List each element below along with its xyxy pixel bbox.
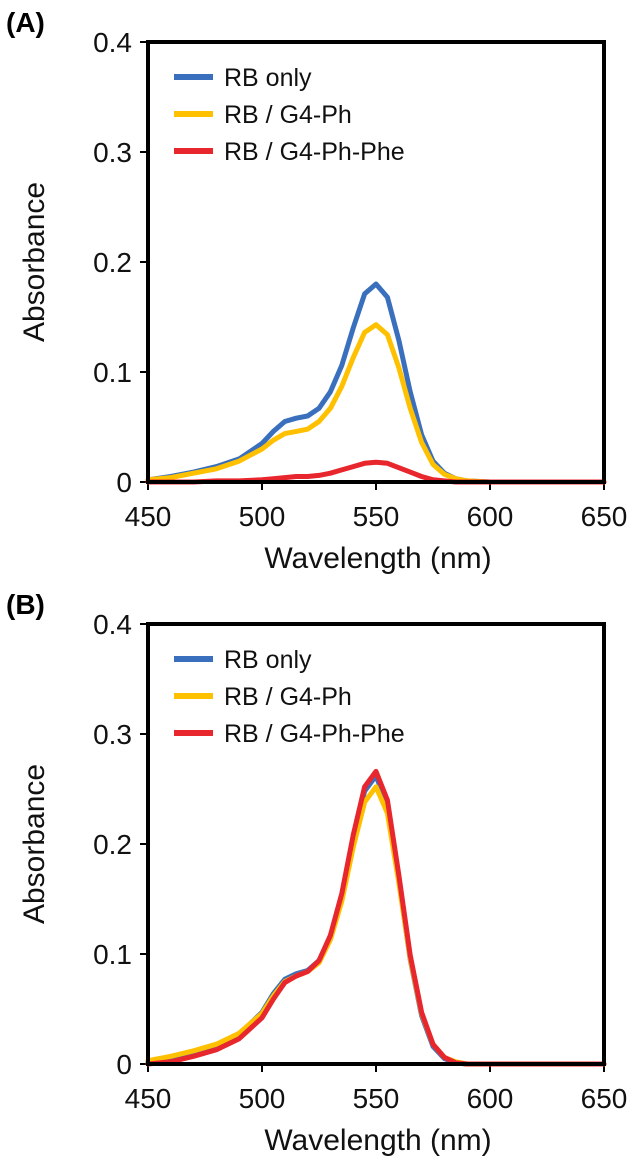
y-tick-label: 0.3 — [93, 719, 132, 750]
legend-label: RB / G4-Ph — [224, 683, 352, 711]
y-tick-label: 0.1 — [93, 939, 132, 970]
y-tick-label: 0.2 — [93, 247, 132, 278]
y-axis-title: Absorbance — [18, 764, 51, 924]
plot-frame-b — [146, 622, 606, 1066]
legend-label: RB only — [224, 646, 312, 674]
y-tick-label: 0.2 — [93, 829, 132, 860]
series-line-a-1 — [145, 281, 607, 485]
x-tick-label: 450 — [125, 1083, 172, 1114]
y-tick-label: 0.1 — [93, 357, 132, 388]
x-axis-title: Wavelength (nm) — [264, 1124, 491, 1157]
y-tick-label: 0 — [116, 467, 132, 498]
series-line-b-2 — [145, 784, 607, 1067]
y-tick-label: 0.4 — [93, 609, 132, 640]
x-tick-label: 600 — [467, 501, 514, 532]
panel-label-b: (B) — [6, 589, 45, 620]
x-axis-title: Wavelength (nm) — [264, 542, 491, 575]
plot-frame-a — [146, 40, 606, 484]
x-tick-label: 500 — [239, 1083, 286, 1114]
series-line-b-1 — [145, 773, 607, 1067]
legend-label: RB only — [224, 64, 312, 92]
legend-label: RB / G4-Ph-Phe — [224, 138, 405, 166]
x-tick-label: 650 — [581, 501, 628, 532]
chart-panel-b: (B) 0 0.1 0.2 0.3 0.4 450 500 550 600 650 Wavelengt… — [0, 582, 638, 1164]
chart-a-svg: (A) 0 0.1 0.2 0.3 0.4 450 500 550 600 650 Wavelengt… — [6, 7, 628, 575]
legend-a: RB only RB / G4-Ph RB / G4-Ph-Phe — [174, 64, 405, 166]
x-tick-label: 550 — [353, 501, 400, 532]
series-line-a-2 — [145, 322, 607, 485]
legend-label: RB / G4-Ph — [224, 101, 352, 129]
y-tick-label: 0 — [116, 1049, 132, 1080]
y-tick-label: 0.3 — [93, 137, 132, 168]
x-tick-label: 600 — [467, 1083, 514, 1114]
legend-label: RB / G4-Ph-Phe — [224, 720, 405, 748]
panel-label-a: (A) — [6, 7, 45, 38]
x-tick-label: 450 — [125, 501, 172, 532]
y-tick-label: 0.4 — [93, 27, 132, 58]
x-tick-label: 550 — [353, 1083, 400, 1114]
x-tick-label: 650 — [581, 1083, 628, 1114]
chart-panel-a: (A) 0 0.1 0.2 0.3 0.4 450 500 550 600 650 Wavelengt… — [0, 0, 638, 582]
series-line-b-3 — [145, 768, 607, 1067]
x-tick-label: 500 — [239, 501, 286, 532]
chart-b-svg: (B) 0 0.1 0.2 0.3 0.4 450 500 550 600 650 Wavelengt… — [6, 589, 628, 1157]
y-axis-title: Absorbance — [18, 182, 51, 342]
legend-b: RB only RB / G4-Ph RB / G4-Ph-Phe — [174, 646, 405, 748]
